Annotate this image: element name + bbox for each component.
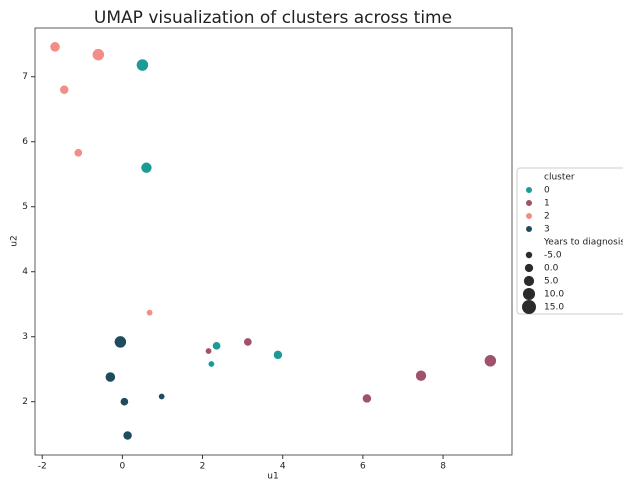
point — [484, 354, 497, 368]
point — [243, 337, 253, 347]
chart-title: UMAP visualization of clusters across ti… — [94, 8, 452, 28]
point — [49, 41, 61, 53]
size-legend-marker — [525, 251, 533, 259]
size-legend-label: 0.0 — [544, 264, 559, 274]
point — [212, 341, 222, 351]
legend-marker — [526, 187, 532, 193]
point — [273, 350, 283, 360]
point — [140, 161, 153, 174]
size-legend-label: 15.0 — [544, 303, 564, 313]
size-legend-title: Years to diagnosis — [543, 238, 623, 248]
y-tick-label: 4 — [22, 267, 28, 277]
y-tick-label: 2 — [22, 397, 28, 407]
x-tick-label: 0 — [120, 462, 126, 472]
legend-marker — [526, 200, 532, 206]
point — [158, 393, 166, 401]
size-legend-label: 10.0 — [544, 290, 564, 300]
legend-title: cluster — [544, 173, 575, 183]
point — [205, 347, 213, 355]
point — [122, 430, 133, 441]
x-tick-label: 4 — [280, 462, 286, 472]
size-legend-label: -5.0 — [544, 251, 562, 261]
legend-label: 1 — [544, 199, 550, 209]
legend-marker — [526, 226, 532, 232]
y-tick-label: 5 — [22, 202, 28, 212]
point — [104, 371, 116, 383]
x-tick-label: 6 — [360, 462, 366, 472]
legend-label: 3 — [544, 225, 550, 235]
y-tick-label: 7 — [22, 72, 28, 82]
x-tick-label: 8 — [440, 462, 446, 472]
point — [146, 309, 154, 317]
point — [91, 48, 105, 61]
point — [114, 335, 127, 349]
x-tick-label: -2 — [38, 462, 47, 472]
point — [362, 393, 372, 404]
size-legend-marker — [522, 300, 536, 314]
x-tick-label: 2 — [200, 462, 206, 472]
point — [207, 360, 215, 368]
x-axis-label: u1 — [267, 472, 278, 479]
y-tick-label: 6 — [22, 137, 28, 147]
legend-marker — [526, 213, 532, 219]
point — [136, 58, 149, 72]
size-legend-label: 5.0 — [544, 277, 559, 287]
y-tick-label: 3 — [22, 332, 28, 342]
legend-box — [516, 167, 623, 315]
legend-label: 2 — [544, 212, 550, 222]
size-legend-marker — [524, 263, 534, 273]
point — [119, 397, 129, 407]
point — [59, 84, 70, 95]
size-legend-marker — [523, 275, 535, 287]
point — [415, 369, 427, 382]
point — [73, 148, 83, 158]
plot-frame — [34, 27, 513, 456]
size-legend-marker — [522, 287, 536, 301]
y-axis-label: u2 — [10, 235, 20, 246]
legend-label: 0 — [544, 186, 550, 196]
